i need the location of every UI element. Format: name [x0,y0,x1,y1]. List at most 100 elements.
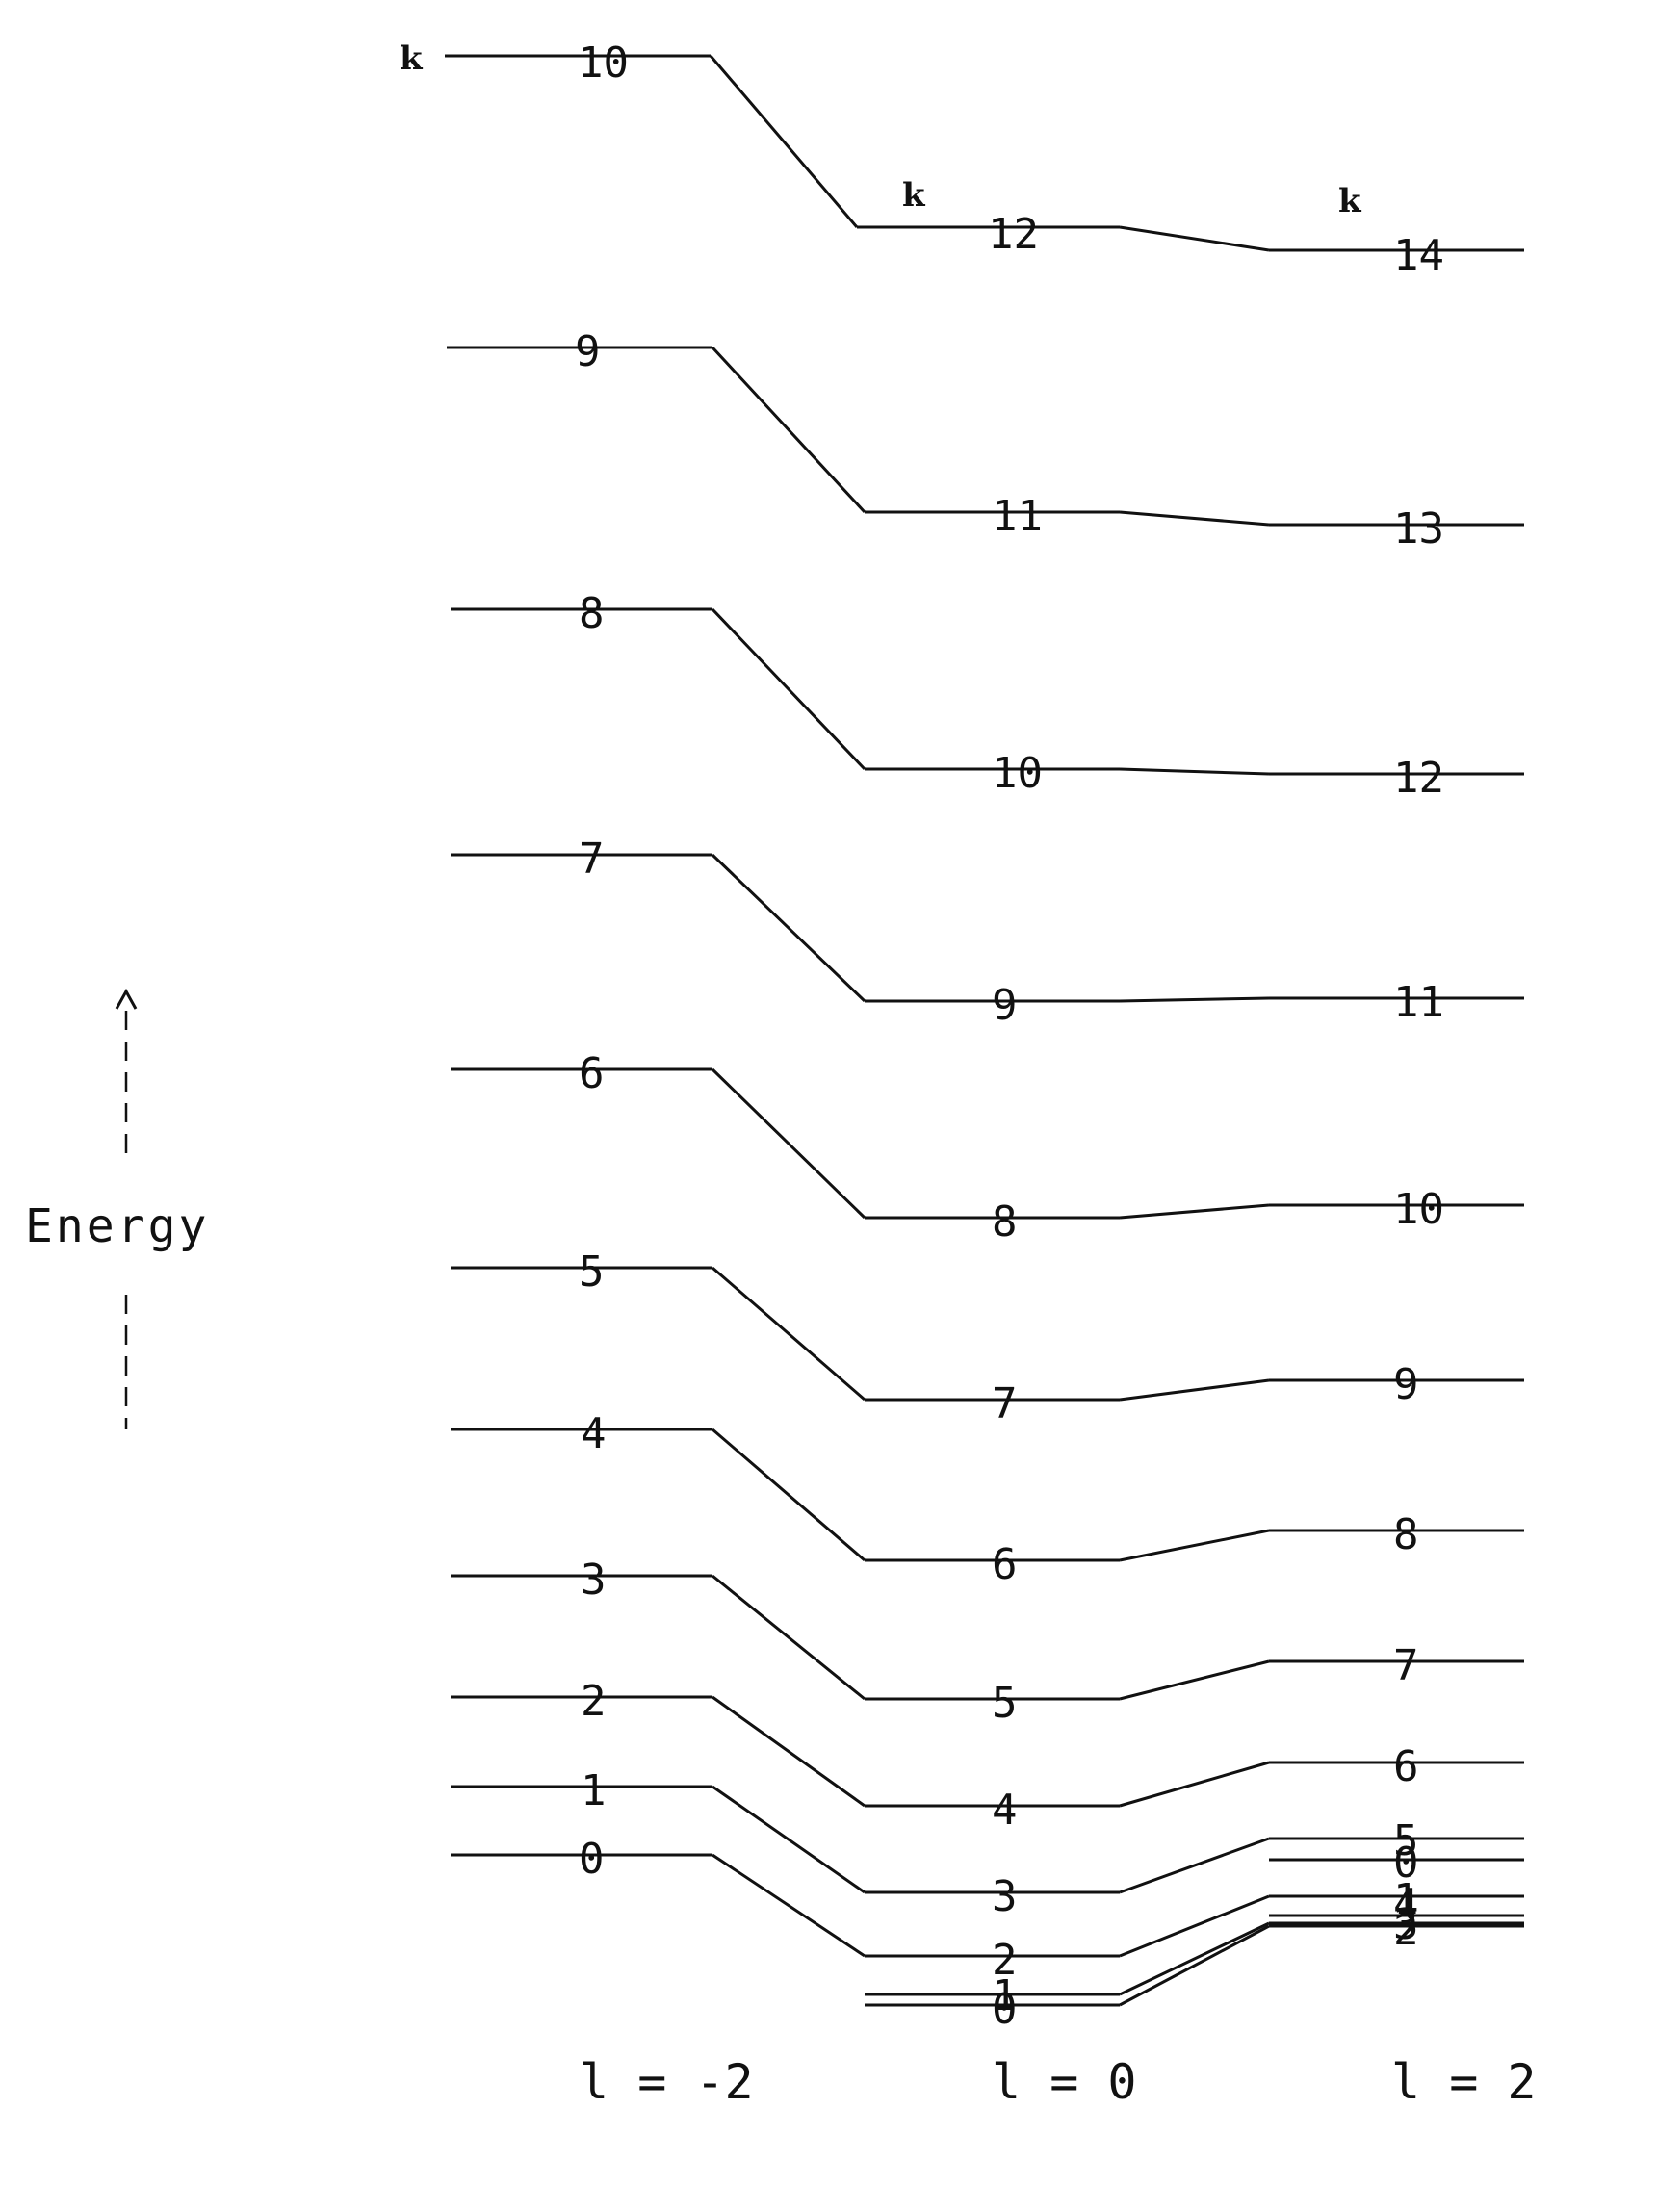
column-left-levels: 0 1 2 3 4 5 6 7 8 9 10 [445,39,712,1884]
level-right-4: 4 [1269,1880,1524,1929]
svg-text:7: 7 [1393,1641,1419,1690]
level-middle-10: 10 [865,749,1120,798]
svg-text:9: 9 [992,981,1018,1030]
level-right-1: 1 [1269,1875,1524,1924]
level-right-0: 0 [1269,1839,1524,1888]
connector-m5-r7 [1119,1659,1270,1701]
svg-text:14: 14 [1393,231,1444,280]
svg-text:0: 0 [579,1835,605,1884]
connector-l10-m12 [709,55,859,228]
level-left-9: 9 [447,327,712,376]
connectors-middle-right [1119,225,1270,2007]
connector-m10-r12 [1119,767,1270,776]
connector-m3-r5 [1119,1837,1270,1894]
svg-text:4: 4 [992,1786,1018,1835]
connector-l2-m4 [712,1695,866,1808]
level-right-8: 8 [1269,1510,1524,1559]
level-left-5: 5 [451,1247,712,1297]
level-left-7: 7 [451,835,712,884]
level-middle-11: 11 [865,492,1120,541]
svg-text:11: 11 [1393,978,1444,1027]
level-middle-5: 5 [865,1679,1120,1728]
level-left-8: 8 [451,589,712,638]
level-middle-8: 8 [865,1197,1120,1247]
k-label-middle: k [902,176,926,215]
connector-m4-r6 [1119,1761,1270,1808]
level-middle-7: 7 [865,1379,1120,1428]
connector-l8-m10 [711,607,867,771]
energy-arrowhead-icon [115,988,138,1010]
svg-text:3: 3 [581,1556,607,1605]
svg-text:10: 10 [1393,1185,1444,1234]
connector-m8-r10 [1119,1203,1270,1220]
level-middle-1: 1 [865,1971,1120,2020]
svg-text:5: 5 [579,1247,605,1297]
svg-text:10: 10 [992,749,1043,798]
level-middle-3: 3 [865,1872,1120,1921]
level-middle-2: 2 [865,1936,1120,1985]
level-middle-9: 9 [865,981,1120,1030]
level-right-13: 13 [1269,504,1524,553]
connector-l0-m2 [712,1853,866,1958]
svg-text:3: 3 [1393,1900,1419,1949]
svg-text:4: 4 [581,1409,607,1458]
level-left-3: 3 [451,1556,712,1605]
level-right-2: 2 [1269,1906,1524,1955]
svg-text:5: 5 [992,1679,1018,1728]
connector-m2-r4 [1119,1894,1270,1958]
level-left-1: 1 [451,1766,712,1815]
connector-l6-m8 [711,1067,867,1220]
level-middle-4: 4 [865,1786,1120,1835]
energy-label: Energy [25,1199,209,1253]
connectors-left-middle [709,55,867,1958]
svg-text:10: 10 [578,39,629,88]
level-right-3: 3 [1269,1900,1524,1949]
svg-text:1: 1 [1393,1875,1419,1924]
column-label-left: l = -2 [580,2054,754,2110]
energy-axis: Energy [25,988,209,1429]
svg-text:2: 2 [581,1677,607,1726]
level-right-12: 12 [1269,754,1524,803]
svg-text:3: 3 [992,1872,1018,1921]
level-right-14: 14 [1269,231,1524,280]
svg-text:9: 9 [575,327,601,376]
svg-text:9: 9 [1393,1360,1419,1409]
level-right-11: 11 [1269,978,1524,1027]
svg-text:6: 6 [579,1049,605,1098]
level-middle-12: 12 [857,210,1120,259]
level-right-6: 6 [1269,1742,1524,1791]
level-right-9: 9 [1269,1360,1524,1409]
svg-text:12: 12 [988,210,1039,259]
level-left-0: 0 [451,1835,712,1884]
svg-text:2: 2 [1393,1906,1419,1955]
connector-l7-m9 [711,853,867,1003]
level-right-7: 7 [1269,1641,1524,1690]
level-left-10: 10 [445,39,711,88]
svg-text:1: 1 [992,1971,1018,2020]
column-label-middle: l = 0 [992,2054,1137,2110]
svg-text:8: 8 [579,589,605,638]
column-right-levels: 0 1 2 3 4 5 6 7 8 9 10 11 12 13 14 [1269,231,1524,1955]
svg-text:8: 8 [1393,1510,1419,1559]
column-middle-levels: 0 1 2 3 4 5 6 7 8 9 10 11 12 [857,210,1120,2034]
connector-m7-r9 [1119,1378,1270,1402]
svg-text:4: 4 [1393,1880,1419,1929]
connector-m0-r2 [1119,1924,1270,2007]
column-label-right: l = 2 [1391,2054,1537,2110]
level-left-4: 4 [451,1409,712,1458]
connector-l5-m7 [712,1266,866,1402]
svg-text:12: 12 [1393,754,1444,803]
level-middle-6: 6 [865,1540,1120,1589]
level-left-6: 6 [451,1049,712,1098]
connector-l9-m11 [711,346,867,514]
svg-text:5: 5 [1393,1816,1419,1865]
level-right-10: 10 [1269,1185,1524,1234]
svg-text:0: 0 [1393,1839,1419,1888]
k-label-left: k [400,39,424,78]
connector-m11-r13 [1119,510,1270,527]
svg-text:11: 11 [992,492,1043,541]
svg-text:7: 7 [992,1379,1018,1428]
connector-m9-r11 [1119,996,1270,1003]
